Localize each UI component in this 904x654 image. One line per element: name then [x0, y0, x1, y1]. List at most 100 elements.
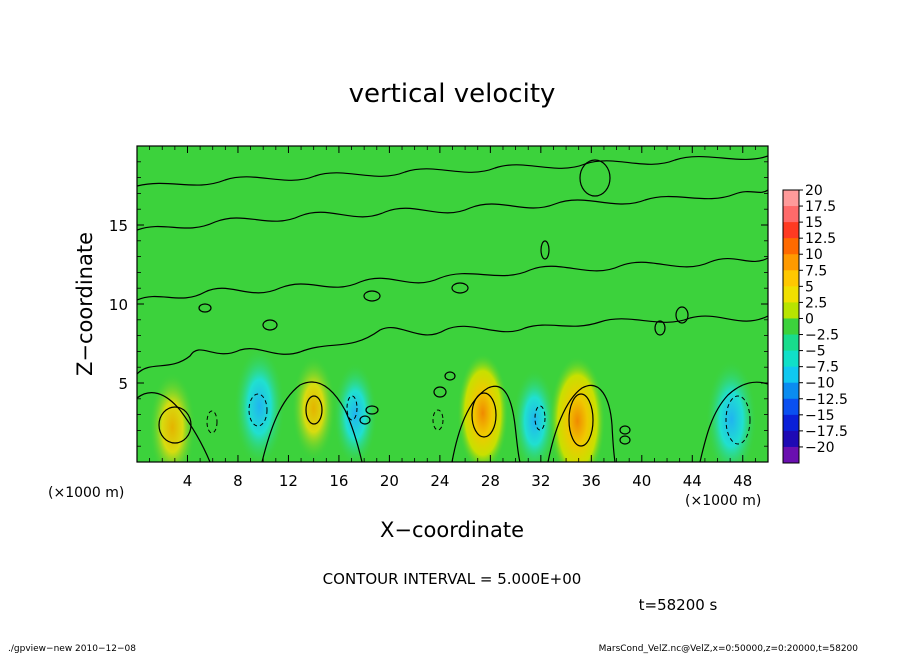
colorbar-swatch	[783, 334, 799, 352]
negative-contour-line	[432, 409, 444, 431]
contour-line	[305, 395, 323, 425]
x-tick-label: 32	[531, 472, 550, 490]
colorbar-swatch	[783, 302, 799, 319]
contour-line	[198, 303, 212, 313]
colorbar-frame	[782, 189, 800, 464]
colorbar-label: 0	[805, 311, 814, 327]
x-tick-label: 20	[380, 472, 399, 490]
colorbar-swatch	[783, 190, 799, 207]
negative-contour-line	[248, 393, 268, 427]
footer-right-text: MarsCond_VelZ.nc@VelZ,x=0:50000,z=0:2000…	[599, 644, 859, 654]
x-tick-label: 28	[481, 472, 500, 490]
x-tick-label: 16	[329, 472, 348, 490]
colorbar-label: −5	[805, 344, 826, 360]
colorbar-swatch	[783, 382, 799, 400]
contour-line	[451, 385, 521, 462]
negative-contour-line	[725, 395, 751, 445]
colorbar-label: 17.5	[805, 199, 836, 215]
contour-interval-text: CONTOUR INTERVAL = 5.000E+00	[323, 570, 582, 588]
updraft-core	[149, 372, 196, 462]
contour-line	[451, 282, 469, 294]
contour-line	[261, 381, 363, 462]
contour-line	[568, 393, 594, 447]
colorbar-label: −10	[805, 376, 835, 392]
contour-line	[675, 306, 689, 324]
contour-line	[547, 384, 616, 462]
colorbar-swatch	[783, 286, 799, 303]
x-tick-label: 12	[279, 472, 298, 490]
colorbar: 2017.51512.5107.552.50−2.5−5−7.5−10−12.5…	[782, 183, 848, 464]
contour-line	[158, 406, 192, 444]
field-background	[137, 146, 768, 462]
colorbar-label: −12.5	[805, 392, 848, 408]
colorbar-swatch	[783, 446, 799, 464]
negative-contour-line	[206, 410, 218, 434]
y-tick-label: 5	[118, 375, 128, 393]
contour-line	[699, 381, 768, 462]
colorbar-label: −7.5	[805, 360, 839, 376]
contour-line	[579, 159, 611, 197]
downdraft-core	[512, 368, 557, 462]
y-axis: 5 10 15	[109, 161, 768, 447]
contour-line	[365, 405, 379, 415]
contour-line	[262, 319, 278, 331]
contour-line	[363, 290, 381, 302]
colorbar-label: −2.5	[805, 328, 839, 344]
x-tick-label: 36	[582, 472, 601, 490]
time-label: t=58200 s	[639, 596, 718, 614]
x-axis-label: X−coordinate	[380, 518, 524, 542]
x-tick-label: 40	[632, 472, 651, 490]
negative-contour-line	[534, 405, 546, 431]
updraft-core	[291, 355, 336, 461]
colorbar-swatch	[783, 222, 799, 239]
contour-line	[359, 415, 371, 425]
contour-lines	[137, 155, 768, 462]
colorbar-label: 7.5	[805, 263, 827, 279]
colorbar-swatch	[783, 398, 799, 416]
colorbar-swatch	[783, 318, 799, 336]
contour-line	[137, 315, 768, 375]
plot-area	[137, 146, 768, 462]
x-tick-label: 48	[733, 472, 752, 490]
negative-contour-lines	[206, 393, 751, 445]
contour-line	[137, 155, 768, 187]
y-tick-label: 10	[109, 296, 128, 314]
negative-contour-line	[346, 395, 358, 421]
x-tick-label: 8	[233, 472, 243, 490]
colorbar-label: −17.5	[805, 424, 848, 440]
downdraft-core	[705, 359, 757, 462]
colorbar-swatch	[783, 238, 799, 255]
contour-line	[619, 435, 631, 445]
contour-line	[444, 371, 456, 381]
colorbar-label: 5	[805, 279, 814, 295]
contour-line	[137, 392, 211, 462]
contour-line	[471, 392, 497, 438]
colorbar-swatch	[783, 254, 799, 271]
contour-line	[654, 320, 666, 336]
colorbar-swatch	[783, 350, 799, 368]
x-tick-label: 4	[183, 472, 193, 490]
updraft-core	[549, 355, 606, 462]
y-tick-label: 15	[109, 217, 128, 235]
contour-line	[433, 386, 447, 398]
colorbar-label: 20	[805, 183, 823, 199]
contour-line	[540, 240, 550, 260]
x-tick-label: 44	[683, 472, 702, 490]
chart-title: vertical velocity	[349, 79, 556, 109]
colorbar-swatch	[783, 430, 799, 448]
colorbar-label: 2.5	[805, 295, 827, 311]
contour-line	[137, 257, 768, 301]
downdraft-core	[233, 346, 286, 462]
colorbar-label: 15	[805, 215, 823, 231]
colorbar-label: 10	[805, 247, 823, 263]
colorbar-swatch	[783, 270, 799, 287]
colorbar-label: −20	[805, 440, 835, 456]
colorbar-swatch	[783, 414, 799, 432]
x-tick-label: 24	[430, 472, 449, 490]
colorbar-label: −15	[805, 408, 835, 424]
x-axis: 4 8 12 16 20 24 28 32 36 40 44 48	[149, 146, 756, 490]
contour-line	[619, 425, 631, 435]
footer-left-text: ./gpview−new 2010−12−08	[8, 644, 136, 654]
colorbar-swatch	[783, 206, 799, 223]
